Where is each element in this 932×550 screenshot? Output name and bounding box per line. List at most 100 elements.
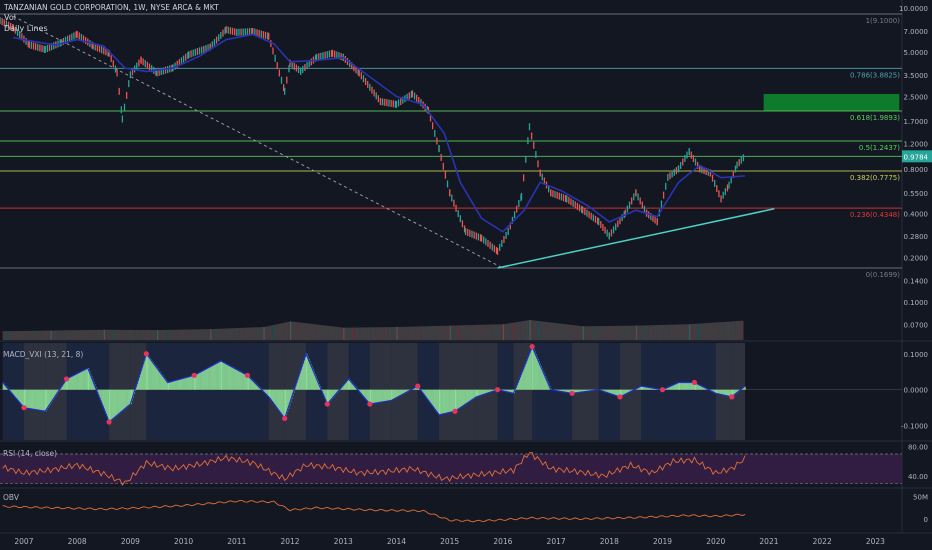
volume-bar	[367, 327, 369, 340]
macd-histogram-bar	[103, 389, 106, 409]
macd-histogram-bar	[75, 374, 77, 390]
macd-histogram-bar	[685, 382, 688, 390]
volume-bar	[15, 331, 17, 340]
macd-histogram-bar	[374, 389, 376, 404]
macd-histogram-bar	[64, 382, 66, 390]
macd-histogram-bar	[643, 386, 645, 390]
volume-bar	[80, 330, 82, 340]
volume-bar	[540, 321, 542, 340]
volume-bar	[482, 324, 484, 340]
macd-histogram-bar	[386, 389, 389, 402]
volume-bar	[337, 327, 340, 340]
macd-histogram-bar	[415, 387, 417, 390]
macd-histogram-bar	[574, 389, 576, 394]
volume-bar	[98, 329, 100, 340]
volume-bar	[280, 323, 282, 340]
fib-level-label: 0.618(1.9893)	[850, 114, 900, 122]
macd-histogram-bar	[675, 383, 677, 390]
volume-bar	[259, 327, 261, 340]
volume-bar	[739, 320, 741, 340]
volume-bar	[606, 325, 608, 340]
macd-histogram-bar	[321, 389, 324, 392]
volume-bar	[296, 322, 298, 340]
macd-histogram-bar	[519, 377, 522, 390]
macd-histogram-bar	[722, 389, 724, 395]
macd-histogram-bar	[469, 389, 472, 402]
macd-histogram-bar	[534, 351, 536, 390]
volume-bar	[113, 329, 115, 340]
macd-histogram-bar	[331, 389, 333, 400]
macd-histogram-bar	[81, 371, 83, 390]
volume-bar	[31, 330, 33, 340]
macd-histogram-bar	[80, 371, 82, 390]
volume-bar	[346, 327, 348, 340]
volume-indicator-label[interactable]: Vol	[4, 13, 16, 22]
volume-bar	[693, 323, 695, 340]
volume-bar	[242, 327, 244, 340]
macd-histogram-bar	[73, 375, 76, 390]
macd-histogram-bar	[204, 369, 207, 390]
macd-histogram-bar	[14, 389, 16, 397]
obv-pane-label[interactable]: OBV	[3, 493, 19, 502]
macd-histogram-bar	[720, 389, 722, 395]
macd-pane-label[interactable]: MACD_VXI (13, 21, 8)	[3, 350, 84, 359]
macd-histogram-bar	[671, 385, 673, 390]
macd-histogram-bar	[162, 375, 164, 390]
volume-bar	[532, 320, 534, 340]
macd-histogram-bar	[406, 389, 408, 393]
macd-histogram-bar	[26, 389, 28, 409]
volume-bar	[601, 326, 604, 340]
macd-histogram-bar	[491, 389, 493, 392]
volume-bar	[250, 327, 252, 340]
macd-histogram-bar	[367, 389, 370, 402]
macd-histogram-bar	[389, 389, 391, 401]
volume-bar	[110, 329, 112, 340]
macd-histogram-bar	[282, 389, 284, 416]
daily-lines-label[interactable]: Daily Lines	[4, 24, 48, 33]
volume-bar	[237, 328, 240, 340]
macd-cross-dot	[415, 383, 421, 389]
volume-bar	[720, 322, 722, 340]
volume-bar	[576, 325, 578, 340]
volume-bar	[709, 322, 711, 340]
volume-bar	[156, 330, 159, 340]
volume-bar	[642, 325, 644, 340]
volume-bar	[357, 327, 359, 340]
macd-histogram-bar	[640, 386, 642, 390]
macd-histogram-bar	[696, 383, 698, 390]
volume-bar	[187, 329, 190, 340]
macd-histogram-bar	[557, 389, 559, 391]
volume-bar	[103, 329, 105, 340]
rsi-pane-label[interactable]: RSI (14, close)	[3, 449, 58, 458]
macd-histogram-bar	[243, 373, 245, 390]
macd-histogram-bar	[544, 376, 547, 390]
volume-bar	[487, 324, 490, 340]
macd-histogram-bar	[37, 389, 40, 411]
macd-histogram-bar	[701, 386, 704, 390]
x-tick-label: 2007	[14, 537, 33, 546]
volume-bar	[169, 329, 171, 340]
volume-bar	[465, 325, 467, 340]
target-zone	[763, 93, 900, 112]
volume-bar	[361, 327, 363, 340]
volume-bar	[416, 326, 418, 340]
macd-histogram-bar	[603, 389, 606, 392]
volume-bar	[78, 330, 80, 340]
macd-histogram-bar	[234, 368, 236, 390]
volume-bar	[562, 323, 564, 340]
macd-histogram-bar	[442, 389, 444, 415]
volume-bar	[535, 320, 538, 340]
volume-bar	[163, 329, 165, 340]
volume-bar	[399, 326, 401, 340]
macd-histogram-bar	[669, 386, 672, 390]
macd-histogram-bar	[126, 389, 128, 408]
macd-histogram-bar	[200, 371, 202, 390]
macd-histogram-bar	[93, 381, 95, 390]
macd-histogram-bar	[579, 389, 581, 393]
volume-bar	[495, 324, 497, 340]
volume-bar	[551, 322, 554, 340]
macd-histogram-bar	[395, 389, 397, 399]
volume-bar	[523, 321, 525, 340]
volume-bar	[536, 320, 539, 340]
